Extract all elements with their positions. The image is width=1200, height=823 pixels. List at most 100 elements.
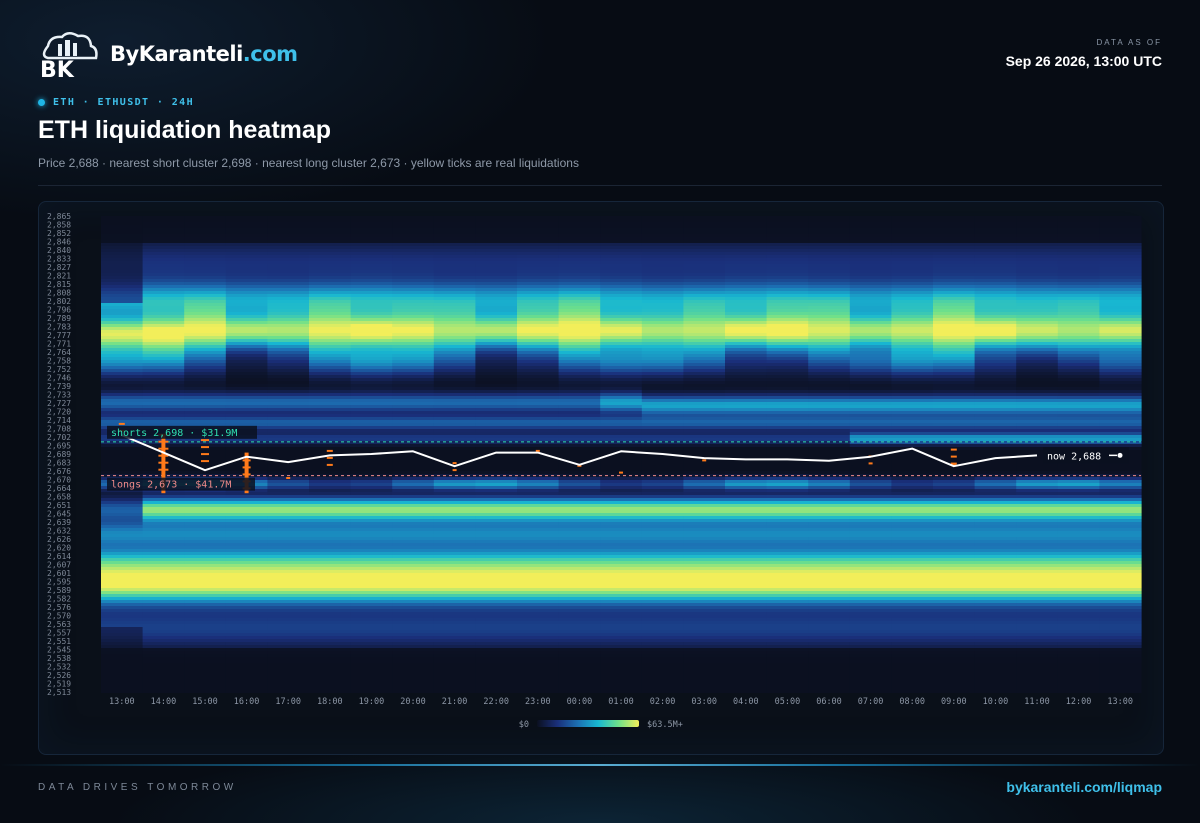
heatmap-cell (933, 399, 976, 402)
heatmap-cell (849, 486, 892, 489)
heatmap-cell (475, 369, 518, 372)
heatmap-cell (142, 324, 185, 327)
heatmap-cell (350, 606, 393, 609)
heatmap-cell (184, 381, 227, 384)
heatmap-cell (309, 627, 352, 630)
heatmap-cell (808, 414, 851, 417)
heatmap-cell (558, 639, 601, 642)
heatmap-cell (558, 372, 601, 375)
heatmap-cell (1016, 366, 1059, 369)
heatmap-cell (517, 324, 560, 327)
heatmap-cell (766, 594, 809, 597)
heatmap-cell (309, 225, 352, 228)
heatmap-cell (933, 555, 976, 558)
heatmap-cell (392, 582, 435, 585)
heatmap-cell (517, 591, 560, 594)
heatmap-cell (808, 369, 851, 372)
heatmap-cell (267, 606, 310, 609)
heatmap-cell (1057, 414, 1100, 417)
heatmap-cell (600, 405, 643, 408)
heatmap-cell (184, 336, 227, 339)
heatmap-cell (1057, 366, 1100, 369)
heatmap-cell (142, 366, 185, 369)
heatmap-cell (849, 357, 892, 360)
heatmap-cell (974, 381, 1017, 384)
heatmap-cell (309, 237, 352, 240)
heatmap-cell (600, 483, 643, 486)
heatmap-cell (101, 420, 144, 423)
heatmap-cell (392, 648, 435, 651)
liquidation-tick (201, 453, 209, 456)
heatmap-cell (891, 687, 934, 690)
heatmap-cell (600, 510, 643, 513)
heatmap-cell (392, 297, 435, 300)
heatmap-cell (766, 372, 809, 375)
footer-link[interactable]: bykaranteli.com/liqmap (1006, 779, 1162, 795)
heatmap-cell (974, 477, 1017, 480)
heatmap-cell (392, 291, 435, 294)
heatmap-cell (558, 642, 601, 645)
heatmap-cell (683, 447, 726, 450)
heatmap-cell (1057, 303, 1100, 306)
heatmap-cell (766, 480, 809, 483)
heatmap-cell (350, 306, 393, 309)
heatmap-cell (1057, 387, 1100, 390)
heatmap-cell (309, 390, 352, 393)
heatmap-cell (683, 621, 726, 624)
heatmap-cell (766, 510, 809, 513)
heatmap-cell (641, 243, 684, 246)
heatmap-cell (142, 312, 185, 315)
heatmap-cell (766, 588, 809, 591)
heatmap-cell (433, 288, 476, 291)
heatmap-cell (1016, 528, 1059, 531)
heatmap-cell (1057, 681, 1100, 684)
heatmap-cell (184, 360, 227, 363)
heatmap-cell (392, 543, 435, 546)
heatmap-cell (225, 276, 268, 279)
heatmap-cell (849, 315, 892, 318)
heatmap-cell (1099, 663, 1142, 666)
heatmap-cell (1099, 363, 1142, 366)
heatmap-cell (309, 585, 352, 588)
heatmap-cell (891, 216, 934, 219)
heatmap-cell (849, 531, 892, 534)
heatmap-cell (142, 423, 185, 426)
heatmap-cell (808, 228, 851, 231)
heatmap-cell (309, 597, 352, 600)
heatmap-cell (1057, 402, 1100, 405)
brand-name[interactable]: ByKaranteli.com (110, 42, 298, 66)
heatmap-cell (849, 579, 892, 582)
heatmap-cell (891, 618, 934, 621)
heatmap-cell (808, 450, 851, 453)
heatmap-cell (974, 678, 1017, 681)
heatmap-cell (101, 510, 144, 513)
heatmap-cell (475, 405, 518, 408)
heatmap-cell (1057, 561, 1100, 564)
heatmap-cell (267, 354, 310, 357)
heatmap-cell (101, 546, 144, 549)
heatmap-cell (475, 327, 518, 330)
heatmap-cell (142, 303, 185, 306)
heatmap-cell (350, 384, 393, 387)
heatmap-cell (350, 540, 393, 543)
heatmap-cell (558, 441, 601, 444)
heatmap-cell (600, 303, 643, 306)
heatmap-cell (974, 336, 1017, 339)
heatmap-cell (558, 480, 601, 483)
heatmap-cell (433, 300, 476, 303)
heatmap-cell (766, 369, 809, 372)
heatmap-cell (142, 357, 185, 360)
heatmap-cell (267, 249, 310, 252)
heatmap-cell (267, 351, 310, 354)
heatmap-cell (1057, 660, 1100, 663)
heatmap-cell (184, 609, 227, 612)
heatmap-cell (184, 324, 227, 327)
y-tick-label: 2,632 (47, 527, 71, 536)
heatmap-cell (184, 294, 227, 297)
heatmap-cell (225, 246, 268, 249)
heatmap-cell (475, 294, 518, 297)
heatmap-cell (891, 672, 934, 675)
heatmap-chart[interactable]: 2,8652,8582,8522,8462,8402,8332,8272,821… (39, 202, 1163, 754)
heatmap-cell (1016, 552, 1059, 555)
heatmap-cell (142, 402, 185, 405)
